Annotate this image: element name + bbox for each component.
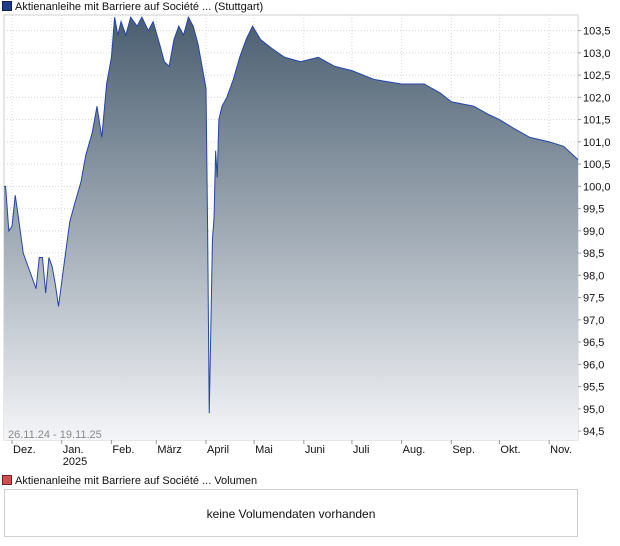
y-tick-label: 103,0: [583, 48, 611, 60]
y-tick-label: 95,5: [583, 382, 604, 394]
y-tick-label: 96,0: [583, 359, 604, 371]
x-tick-label: Okt.: [500, 444, 520, 456]
volume-legend: Aktienanleihe mit Barriere auf Société .…: [2, 474, 257, 488]
x-tick-label: April: [207, 444, 229, 456]
area-layer: [4, 15, 579, 440]
x-tick-label: Dez.: [13, 444, 36, 456]
y-tick-label: 98,5: [583, 248, 604, 260]
x-tick-label: Sep.: [452, 444, 475, 456]
x-tick-label: Aug.: [403, 444, 426, 456]
x-axis: Dez. Jan.2025 Feb. März April Mai Juni Juli Aug.…: [11, 440, 572, 468]
volume-panel: keine Volumendaten vorhanden: [4, 489, 578, 537]
y-tick-label: 102,5: [583, 70, 611, 82]
x-tick-label: Nov.: [550, 444, 572, 456]
x-tick-sublabel: 2025: [63, 456, 87, 468]
price-legend: Aktienanleihe mit Barriere auf Société .…: [2, 0, 263, 14]
x-tick-label: Mai: [255, 444, 273, 456]
date-range-label: 26.11.24 - 19.11.25: [8, 429, 102, 441]
volume-empty-message: keine Volumendaten vorhanden: [206, 507, 376, 521]
y-tick-label: 94,5: [583, 426, 604, 438]
price-chart: 94,5 95,0 95,5 96,0 96,5 97,0 97,5 98,0 98,5 99,0…: [3, 14, 611, 468]
price-line: [4, 15, 579, 414]
price-area-fill: [4, 17, 578, 440]
x-tick-label: Juni: [305, 444, 325, 456]
y-tick-label: 103,5: [583, 26, 611, 38]
y-tick-label: 99,5: [583, 204, 604, 216]
y-tick-label: 97,0: [583, 315, 604, 327]
y-tick-label: 102,0: [583, 92, 611, 104]
x-tick-label: Feb.: [112, 444, 134, 456]
y-tick-label: 98,0: [583, 270, 604, 282]
price-legend-swatch: [2, 1, 12, 11]
y-tick-label: 99,0: [583, 226, 604, 238]
y-axis: 94,5 95,0 95,5 96,0 96,5 97,0 97,5 98,0 98,5 99,0…: [578, 26, 611, 438]
y-tick-label: 95,0: [583, 404, 604, 416]
x-tick-label: März: [157, 444, 181, 456]
x-tick-label: Jan.: [63, 444, 84, 456]
x-tick-label: Juli: [353, 444, 370, 456]
price-legend-label: Aktienanleihe mit Barriere auf Société .…: [15, 1, 264, 13]
volume-legend-swatch: [2, 475, 12, 485]
y-tick-label: 101,5: [583, 115, 611, 127]
y-tick-label: 97,5: [583, 293, 604, 305]
y-tick-label: 96,5: [583, 337, 604, 349]
y-tick-label: 100,5: [583, 159, 611, 171]
y-tick-label: 101,0: [583, 137, 611, 149]
y-tick-label: 100,0: [583, 181, 611, 193]
volume-legend-label: Aktienanleihe mit Barriere auf Société .…: [15, 475, 258, 487]
